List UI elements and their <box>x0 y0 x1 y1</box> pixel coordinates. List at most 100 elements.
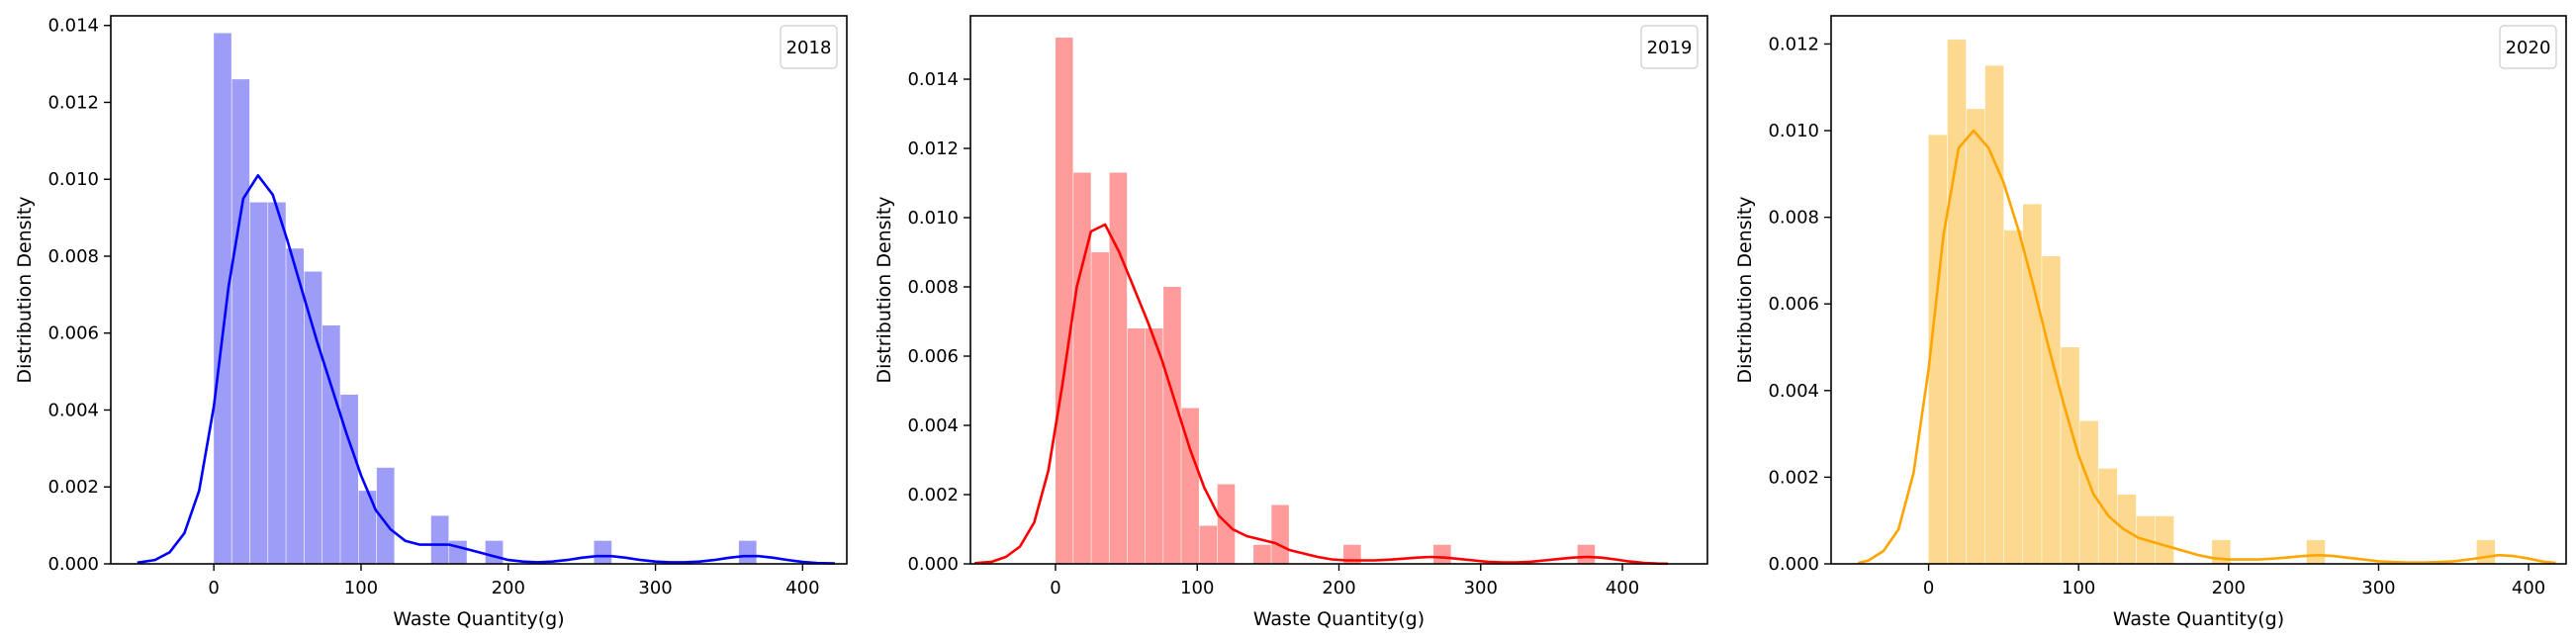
x-tick-label: 200 <box>2212 578 2246 598</box>
histogram-bar <box>376 467 395 564</box>
histogram-bar <box>1145 328 1163 564</box>
y-tick-label: 0.014 <box>47 16 99 37</box>
histogram-bar <box>1271 504 1289 564</box>
x-tick-label: 0 <box>1050 578 1060 598</box>
histogram-bar <box>214 33 231 564</box>
y-axis-label: Distribution Density <box>1734 196 1756 383</box>
chart-panel-2019: 0 100 200 300 400 0.000 0.002 0.004 0.006 0.008 0.… <box>874 15 1708 630</box>
histogram-bar <box>304 271 322 564</box>
x-tick-label: 200 <box>492 578 525 598</box>
histogram-bar <box>594 540 612 564</box>
histogram-bar <box>1253 544 1271 564</box>
histogram-bar <box>340 394 358 564</box>
x-tick-label: 400 <box>2512 578 2545 598</box>
y-tick-label: 0.012 <box>907 138 959 159</box>
histogram-bar <box>2023 204 2042 565</box>
chart-panel-2018: 0 100 200 300 400 0.000 0.002 0.004 0.006 0.008 0.… <box>14 15 848 630</box>
y-tick-label: 0.000 <box>47 554 99 575</box>
histogram-bar <box>2155 515 2174 564</box>
y-tick-label: 0.008 <box>907 277 959 298</box>
histogram-bar <box>322 324 340 564</box>
x-tick-label: 0 <box>208 578 219 598</box>
histogram-bar <box>286 248 305 564</box>
histogram-bar <box>1343 544 1361 564</box>
y-tick-label: 0.008 <box>1768 208 1819 229</box>
legend: 2018 <box>780 25 838 69</box>
x-axis-label: Waste Quantity(g) <box>1253 608 1425 630</box>
legend-box <box>2499 25 2557 69</box>
kde-line <box>1857 129 2556 565</box>
histogram-bar <box>738 540 757 564</box>
y-tick-label: 0.004 <box>47 400 99 420</box>
x-tick-label: 300 <box>2361 578 2395 598</box>
x-axis-label: Waste Quantity(g) <box>393 608 564 630</box>
y-tick-label: 0.008 <box>47 246 99 267</box>
y-tick-label: 0.002 <box>1768 467 1819 488</box>
histogram-bar <box>1055 38 1073 564</box>
x-axis-label: Waste Quantity(g) <box>2113 608 2284 630</box>
histogram-bar <box>231 79 250 564</box>
histogram-bar <box>1109 172 1128 564</box>
histogram-bar <box>1433 544 1451 564</box>
kde-line <box>974 223 1668 566</box>
histogram-bar <box>2306 539 2326 564</box>
histogram-bar <box>249 202 268 564</box>
x-tick-label: 200 <box>1322 578 1355 598</box>
x-tick-label: 100 <box>2062 578 2095 598</box>
y-tick-label: 0.006 <box>47 323 99 344</box>
y-tick-label: 0.010 <box>907 208 959 229</box>
axes-frame <box>1830 15 2567 565</box>
chart-panel-2020: 0 100 200 300 400 0.000 0.002 0.004 0.006 0.008 0.… <box>1734 15 2567 630</box>
y-tick-label: 0.012 <box>47 92 99 113</box>
y-tick-label: 0.014 <box>907 69 959 90</box>
histogram-bar <box>1966 109 1985 564</box>
histogram-bar <box>2117 494 2137 564</box>
histogram-bar <box>1199 525 1218 564</box>
histogram-bar <box>268 202 286 564</box>
histogram-bar <box>1181 408 1199 564</box>
histogram-bar <box>2061 347 2079 564</box>
y-tick-label: 0.010 <box>1768 121 1819 141</box>
histogram-bar <box>2476 539 2496 564</box>
histogram-bar <box>358 491 377 564</box>
histogram-bar <box>1091 252 1109 564</box>
x-tick-label: 300 <box>638 578 672 598</box>
y-tick-label: 0.010 <box>47 169 99 190</box>
x-tick-label: 100 <box>1180 578 1214 598</box>
histogram-bar <box>1947 40 1967 564</box>
histogram-bar <box>2003 229 2023 565</box>
y-tick-label: 0.006 <box>1768 294 1819 315</box>
x-tick-label: 400 <box>1606 578 1639 598</box>
y-tick-label: 0.006 <box>907 346 959 367</box>
y-tick-label: 0.000 <box>907 554 959 575</box>
y-tick-label: 0.000 <box>1768 554 1819 575</box>
legend-box <box>780 25 838 69</box>
histogram-bars <box>214 33 757 564</box>
histogram-bar <box>1073 172 1091 564</box>
x-tick-label: 100 <box>344 578 378 598</box>
x-tick-label: 400 <box>785 578 819 598</box>
kde-line <box>137 174 836 565</box>
legend: 2019 <box>1640 25 1699 69</box>
y-axis-label: Distribution Density <box>14 196 36 383</box>
histogram-bar <box>485 540 504 564</box>
legend-label: 2020 <box>2506 38 2551 58</box>
axes-frame <box>110 15 848 565</box>
y-axis-label: Distribution Density <box>874 196 895 383</box>
histogram-bar <box>2079 420 2098 564</box>
y-tick-label: 0.004 <box>1768 381 1819 402</box>
legend-label: 2019 <box>1647 38 1693 58</box>
y-tick-label: 0.004 <box>907 415 959 436</box>
histogram-bars <box>1055 38 1596 564</box>
legend: 2020 <box>2499 25 2557 69</box>
y-tick-label: 0.012 <box>1768 34 1819 54</box>
histogram-bar <box>430 515 449 564</box>
histogram-bar <box>1163 287 1181 564</box>
histogram-bars <box>1928 40 2496 565</box>
y-tick-label: 0.002 <box>907 485 959 505</box>
histogram-bar <box>1984 65 2004 564</box>
histogram-bar <box>1127 328 1146 564</box>
histogram-bar <box>2042 256 2061 564</box>
x-tick-label: 300 <box>1464 578 1498 598</box>
